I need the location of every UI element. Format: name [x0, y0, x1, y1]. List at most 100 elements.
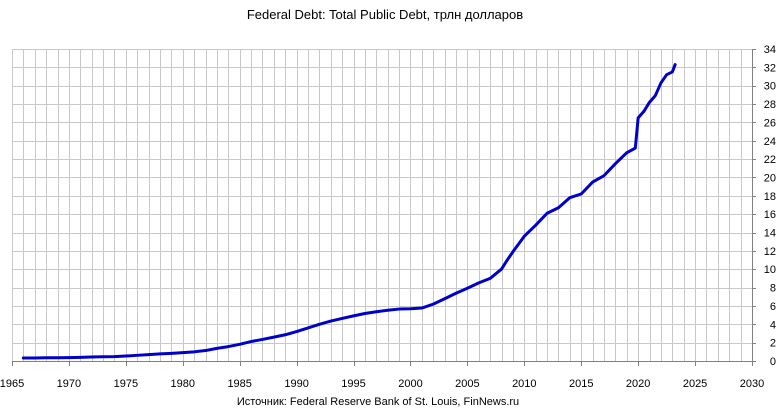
data-point — [636, 116, 640, 120]
data-point — [101, 355, 105, 358]
data-point — [158, 352, 162, 356]
data-point — [397, 307, 401, 311]
data-point — [329, 319, 332, 323]
y-tick-label: 10 — [764, 264, 776, 276]
data-point — [113, 355, 116, 358]
data-point — [580, 192, 583, 196]
data-point — [204, 349, 207, 352]
data-point — [409, 307, 412, 310]
data-point — [295, 330, 298, 333]
data-point — [249, 340, 253, 343]
x-tick-label: 2020 — [626, 378, 650, 390]
data-point — [634, 146, 637, 150]
y-tick-label: 8 — [770, 283, 776, 295]
data-point — [90, 355, 93, 359]
series-lines — [21, 63, 677, 360]
axes — [12, 49, 756, 366]
data-point — [33, 356, 36, 360]
data-point — [238, 343, 241, 346]
y-tick-label: 20 — [764, 172, 776, 184]
y-tick-label: 32 — [764, 62, 776, 74]
data-point — [261, 338, 264, 341]
x-tick-label: 2010 — [512, 378, 536, 390]
x-tick-label: 2000 — [398, 378, 422, 390]
data-point — [363, 312, 367, 315]
data-point — [523, 235, 526, 238]
x-tick-label: 1970 — [57, 378, 81, 390]
data-point — [511, 250, 515, 253]
y-tick-label: 16 — [764, 209, 776, 221]
chart-source: Источник: Federal Reserve Bank of St. Lo… — [237, 396, 519, 408]
data-point — [215, 347, 219, 350]
y-tick-label: 4 — [770, 319, 776, 331]
chart-title: Federal Debt: Total Public Debt, трлн до… — [247, 7, 523, 22]
data-point — [432, 302, 435, 306]
data-point — [386, 309, 389, 312]
x-tick-label: 1965 — [0, 378, 24, 390]
data-point — [67, 356, 71, 359]
data-point — [648, 101, 651, 104]
y-tick-label: 30 — [764, 81, 776, 93]
data-point — [56, 356, 59, 359]
data-point — [625, 151, 628, 154]
data-point — [665, 73, 668, 76]
x-tick-label: 2005 — [455, 378, 479, 390]
series-line — [21, 63, 677, 360]
data-point — [227, 345, 230, 348]
y-tick-label: 14 — [764, 228, 776, 240]
y-tick-label: 6 — [770, 301, 776, 313]
data-point — [272, 335, 276, 339]
data-point — [506, 258, 509, 262]
data-point — [466, 287, 469, 290]
y-tick-label: 0 — [770, 356, 776, 368]
y-tick-label: 26 — [764, 117, 776, 129]
data-point — [654, 94, 657, 98]
y-tick-label: 12 — [764, 246, 776, 258]
data-point — [545, 212, 549, 215]
data-point — [602, 174, 606, 177]
data-point — [673, 63, 677, 66]
data-point — [568, 196, 572, 199]
data-point — [318, 323, 321, 326]
y-tick-label: 22 — [764, 154, 776, 166]
x-tick-labels: 1965 1970 1975 1980 1985 1990 1995 2000 2005 2010… — [0, 378, 764, 390]
y-tick-label: 2 — [770, 338, 776, 350]
data-point — [147, 353, 150, 356]
data-point — [477, 281, 480, 285]
x-tick-label: 2025 — [683, 378, 707, 390]
data-point — [534, 223, 537, 227]
x-tick-label: 2015 — [569, 378, 593, 390]
data-point — [500, 267, 503, 271]
data-point — [420, 306, 424, 310]
data-point — [284, 333, 287, 336]
grid — [12, 49, 753, 362]
x-tick-label: 2030 — [740, 378, 764, 390]
data-point — [375, 310, 378, 313]
data-point — [614, 162, 617, 165]
x-tick-label: 1980 — [171, 378, 195, 390]
data-point — [124, 354, 128, 358]
data-point — [443, 297, 446, 300]
data-point — [488, 277, 492, 280]
x-tick-label: 1985 — [227, 378, 251, 390]
data-point — [170, 352, 173, 355]
data-point — [306, 326, 310, 330]
data-point — [659, 81, 663, 85]
y-tick-label: 24 — [764, 136, 776, 148]
x-tick-label: 1990 — [284, 378, 308, 390]
data-point — [671, 70, 674, 74]
x-tick-label: 1995 — [341, 378, 365, 390]
data-point — [192, 350, 196, 354]
data-point — [181, 351, 184, 354]
data-point — [642, 110, 646, 113]
data-point — [454, 292, 458, 295]
y-tick-label: 34 — [764, 44, 776, 56]
data-point — [352, 314, 355, 318]
y-tick-label: 28 — [764, 99, 776, 111]
data-point — [557, 206, 560, 209]
x-tick-label: 1975 — [114, 378, 138, 390]
y-tick-label: 18 — [764, 191, 776, 203]
data-point — [591, 180, 594, 184]
